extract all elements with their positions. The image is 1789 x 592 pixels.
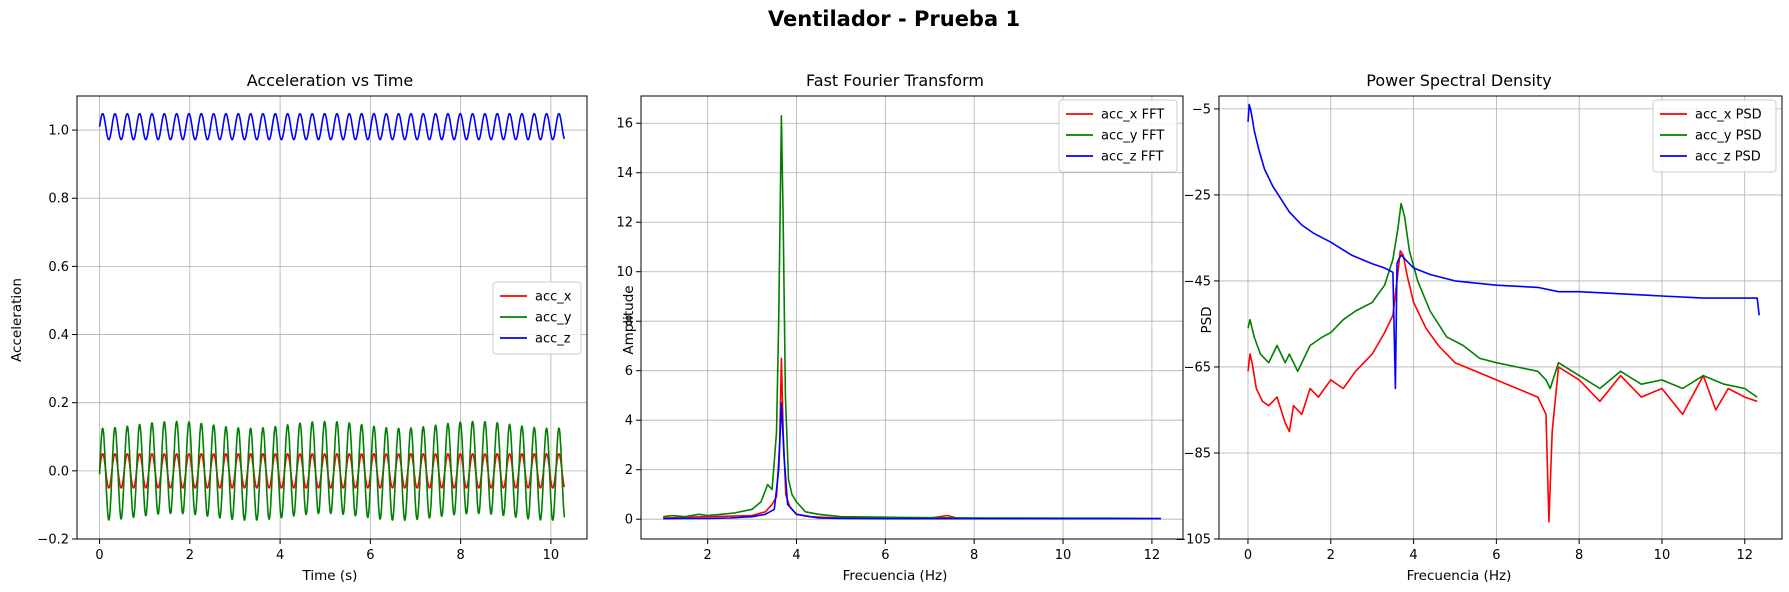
- x-tick-label: 8: [456, 548, 464, 563]
- y-axis-label: Acceleration: [9, 278, 25, 362]
- y-tick-label: −25: [1184, 188, 1211, 203]
- x-tick-label: 12: [1144, 548, 1161, 563]
- x-axis-label: Frecuencia (Hz): [843, 568, 948, 584]
- x-tick-label: 2: [186, 548, 194, 563]
- x-tick-label: 0: [1244, 548, 1252, 563]
- y-tick-label: −5: [1192, 102, 1211, 117]
- figure-suptitle: Ventilador - Prueba 1: [768, 7, 1020, 31]
- legend-box: [1058, 99, 1178, 173]
- y-tick-label: −65: [1184, 360, 1211, 375]
- y-axis-label: PSD: [1199, 306, 1215, 333]
- plot-power-spectral-density: Power Spectral Density Frecuencia (Hz) P…: [1175, 71, 1783, 584]
- x-tick-label: 4: [792, 548, 800, 563]
- y-tick-label: 14: [616, 166, 633, 181]
- legend-label: acc_x: [535, 290, 572, 305]
- y-tick-label: 2: [625, 463, 633, 478]
- x-tick-label: 2: [1327, 548, 1335, 563]
- x-tick-label: 6: [366, 548, 374, 563]
- y-tick-label: −105: [1175, 533, 1211, 548]
- series-line-acc_y-fft: [663, 115, 1161, 520]
- y-tick-label: 0: [625, 513, 633, 528]
- x-tick-label: 4: [1409, 548, 1417, 563]
- y-axis-label: Amplitude: [621, 285, 637, 354]
- x-axis-label: Time (s): [302, 568, 358, 584]
- legend-label: acc_z: [535, 332, 571, 347]
- plot-title: Fast Fourier Transform: [806, 71, 984, 90]
- series-line-acc_y-psd: [1247, 202, 1758, 398]
- x-tick-label: 0: [95, 548, 103, 563]
- y-tick-label: 10: [616, 265, 633, 280]
- x-tick-label: 2: [703, 548, 711, 563]
- legend-box: [1652, 99, 1777, 173]
- legend-label: acc_z FFT: [1101, 150, 1163, 165]
- plot-fast-fourier-transform: Fast Fourier Transform Frecuencia (Hz) A…: [616, 71, 1184, 584]
- legend-box: [492, 281, 582, 355]
- legend-label: acc_y PSD: [1695, 129, 1762, 144]
- x-tick-label: 6: [1492, 548, 1500, 563]
- series-line-acc_z-psd: [1247, 103, 1760, 390]
- y-tick-label: −85: [1184, 446, 1211, 461]
- y-tick-label: 0.6: [48, 260, 69, 275]
- y-tick-label: 1.0: [48, 124, 69, 139]
- legend-label: acc_x FFT: [1101, 108, 1164, 123]
- y-tick-label: 0.0: [48, 464, 69, 479]
- plot-acceleration-vs-time: Acceleration vs Time Time (s) Accelerati…: [9, 71, 588, 584]
- legend-label: acc_x PSD: [1695, 108, 1762, 123]
- x-tick-label: 4: [276, 548, 284, 563]
- y-tick-label: −0.2: [37, 533, 69, 548]
- legend-label: acc_y FFT: [1101, 129, 1164, 144]
- x-tick-label: 10: [543, 548, 560, 563]
- y-tick-label: −45: [1184, 274, 1211, 289]
- series-line-acc_x-fft: [663, 357, 1161, 520]
- x-tick-label: 12: [1736, 548, 1753, 563]
- axes-frame: [1218, 95, 1783, 540]
- plot-title: Acceleration vs Time: [247, 71, 414, 90]
- x-tick-label: 8: [970, 548, 978, 563]
- plot-title: Power Spectral Density: [1366, 71, 1551, 90]
- axes-frame: [640, 95, 1184, 540]
- x-tick-label: 8: [1575, 548, 1583, 563]
- x-tick-label: 10: [1654, 548, 1671, 563]
- y-tick-label: 6: [625, 364, 633, 379]
- x-tick-label: 10: [1055, 548, 1072, 563]
- series-line-acc_z-fft: [663, 402, 1161, 520]
- x-tick-label: 6: [881, 548, 889, 563]
- series-line-acc_y: [98, 420, 566, 521]
- axes-frame: [76, 95, 588, 540]
- y-tick-label: 16: [616, 117, 633, 132]
- legend-label: acc_y: [535, 311, 572, 326]
- series-line-acc_x-psd: [1247, 250, 1758, 523]
- y-tick-label: 0.8: [48, 192, 69, 207]
- series-line-acc_z: [98, 112, 566, 141]
- y-tick-label: 12: [616, 216, 633, 231]
- y-tick-label: 4: [625, 414, 633, 429]
- y-tick-label: 0.4: [48, 328, 69, 343]
- y-tick-label: 0.2: [48, 396, 69, 411]
- y-tick-label: 8: [625, 315, 633, 330]
- x-axis-label: Frecuencia (Hz): [1407, 568, 1512, 584]
- legend-label: acc_z PSD: [1695, 150, 1761, 165]
